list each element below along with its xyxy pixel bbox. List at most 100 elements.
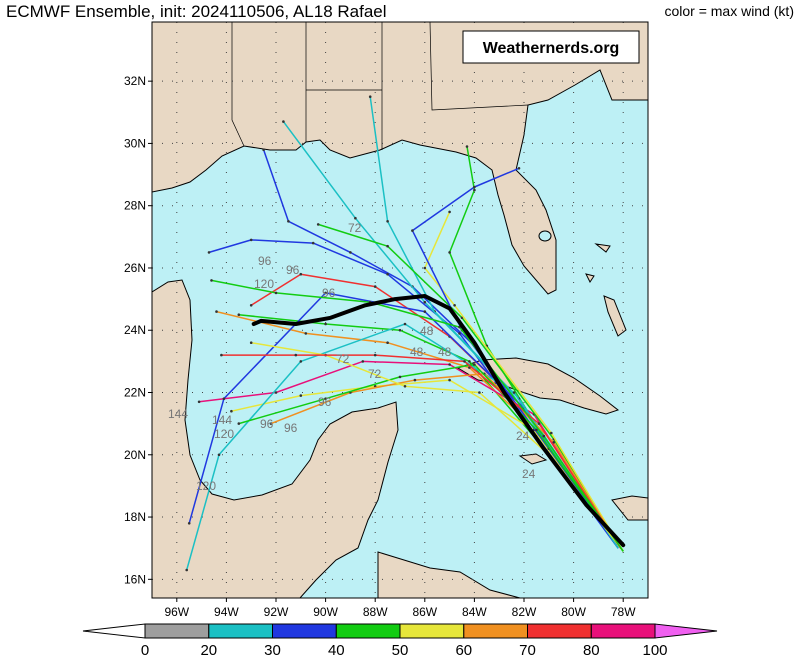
hour-label: 120 [196, 479, 216, 493]
track-point [249, 238, 253, 242]
wind-colorbar: 0 20 30 40 50 60 70 80 100 [82, 623, 718, 659]
hour-label: 48 [438, 345, 452, 359]
latitude-label: 20N [124, 448, 146, 462]
track-point [463, 360, 466, 363]
track-point [413, 378, 417, 382]
track-point [403, 385, 407, 388]
track-point [537, 422, 541, 425]
track-point [398, 328, 402, 332]
track-point [220, 353, 223, 357]
hour-label: 96 [284, 421, 298, 435]
hour-label: 48 [420, 324, 434, 338]
brand-text: Weathernerds.org [483, 40, 620, 57]
colorbar-tick-label: 70 [519, 642, 536, 659]
track-point [448, 363, 451, 366]
land-hispaniola [611, 495, 648, 521]
track-point [269, 422, 273, 425]
track-point [386, 341, 389, 345]
track-point [299, 272, 303, 276]
track-point [299, 394, 303, 397]
track-point [354, 216, 357, 220]
latitude-label: 22N [124, 386, 146, 400]
track-point [324, 397, 327, 401]
track-point [423, 266, 427, 270]
hour-label: 120 [254, 277, 274, 291]
track-point [535, 428, 538, 432]
track-point [324, 322, 327, 326]
longitude-labels: 96W 94W 92W 90W 88W 86W 84W 82W 80W 78W [164, 605, 636, 619]
track-point [237, 313, 241, 317]
colorbar-bin [590, 623, 656, 639]
lat-lon-grid [148, 22, 648, 602]
colorbar-tick-label: 40 [328, 642, 345, 659]
track-point [386, 272, 389, 276]
member-track [185, 323, 619, 571]
hour-label: 96 [258, 254, 272, 268]
longitude-label: 88W [363, 605, 388, 619]
track-point [237, 422, 241, 425]
weathernerds-brand: Weathernerds.org [462, 30, 640, 64]
track-point [512, 391, 516, 394]
track-point [448, 378, 451, 382]
hour-label: 144 [212, 413, 232, 427]
track-point [473, 185, 476, 189]
map-frame [151, 21, 649, 599]
hour-label: 96 [322, 286, 336, 300]
longitude-label: 82W [512, 605, 537, 619]
latitude-label: 28N [124, 199, 146, 213]
longitude-label: 94W [214, 605, 239, 619]
latitude-label: 24N [124, 323, 146, 337]
colorbar-tick-label: 30 [264, 642, 281, 659]
colorbar-tick-label: 50 [392, 642, 409, 659]
ensemble-mean-track [251, 294, 626, 548]
latitude-label: 30N [124, 136, 146, 150]
track-point [349, 251, 352, 254]
longitude-label: 84W [462, 605, 487, 619]
land-us-south [152, 22, 648, 295]
longitude-label: 90W [313, 605, 338, 619]
track-point [403, 322, 407, 326]
land-jamaica [518, 453, 548, 465]
hour-label: 144 [168, 407, 188, 421]
longitude-label: 86W [412, 605, 437, 619]
colorbar-tick-label: 80 [583, 642, 600, 659]
hour-label: 72 [368, 367, 382, 381]
track-point [542, 434, 546, 438]
member-track [238, 363, 624, 552]
track-point [465, 145, 469, 148]
track-point [294, 353, 298, 357]
track-point [316, 223, 320, 226]
latitude-label: 18N [124, 510, 146, 524]
hour-label: 120 [214, 427, 234, 441]
track-point [207, 251, 211, 254]
colorbar-high-arrow [654, 623, 718, 639]
lake-okeechobee [538, 230, 552, 242]
track-point [262, 148, 265, 151]
hour-label: 96 [318, 395, 332, 409]
hour-label: 24 [522, 467, 536, 481]
track-point [311, 241, 315, 245]
track-point [282, 120, 285, 123]
color-legend-note: color = max wind (kt) [664, 3, 794, 19]
longitude-label: 96W [164, 605, 189, 619]
track-point [448, 251, 451, 254]
colorbar-tick-label: 20 [200, 642, 217, 659]
brand-box [462, 30, 640, 64]
track-point [361, 360, 365, 363]
track-point [517, 167, 521, 170]
track-point [423, 310, 427, 313]
hour-label: 48 [410, 345, 424, 359]
track-point [304, 332, 308, 335]
track-point [217, 453, 221, 457]
land-mexico [152, 279, 399, 598]
track-point [373, 285, 377, 288]
colorbar-bin [144, 623, 210, 639]
track-point [453, 304, 456, 307]
track-point [550, 431, 553, 435]
hour-label: 24 [516, 429, 530, 443]
colorbar-tick-label: 0 [141, 642, 149, 659]
colorbar-bin [335, 623, 401, 639]
colorbar-low-arrow [82, 623, 146, 639]
colorbar-bin [399, 623, 465, 639]
